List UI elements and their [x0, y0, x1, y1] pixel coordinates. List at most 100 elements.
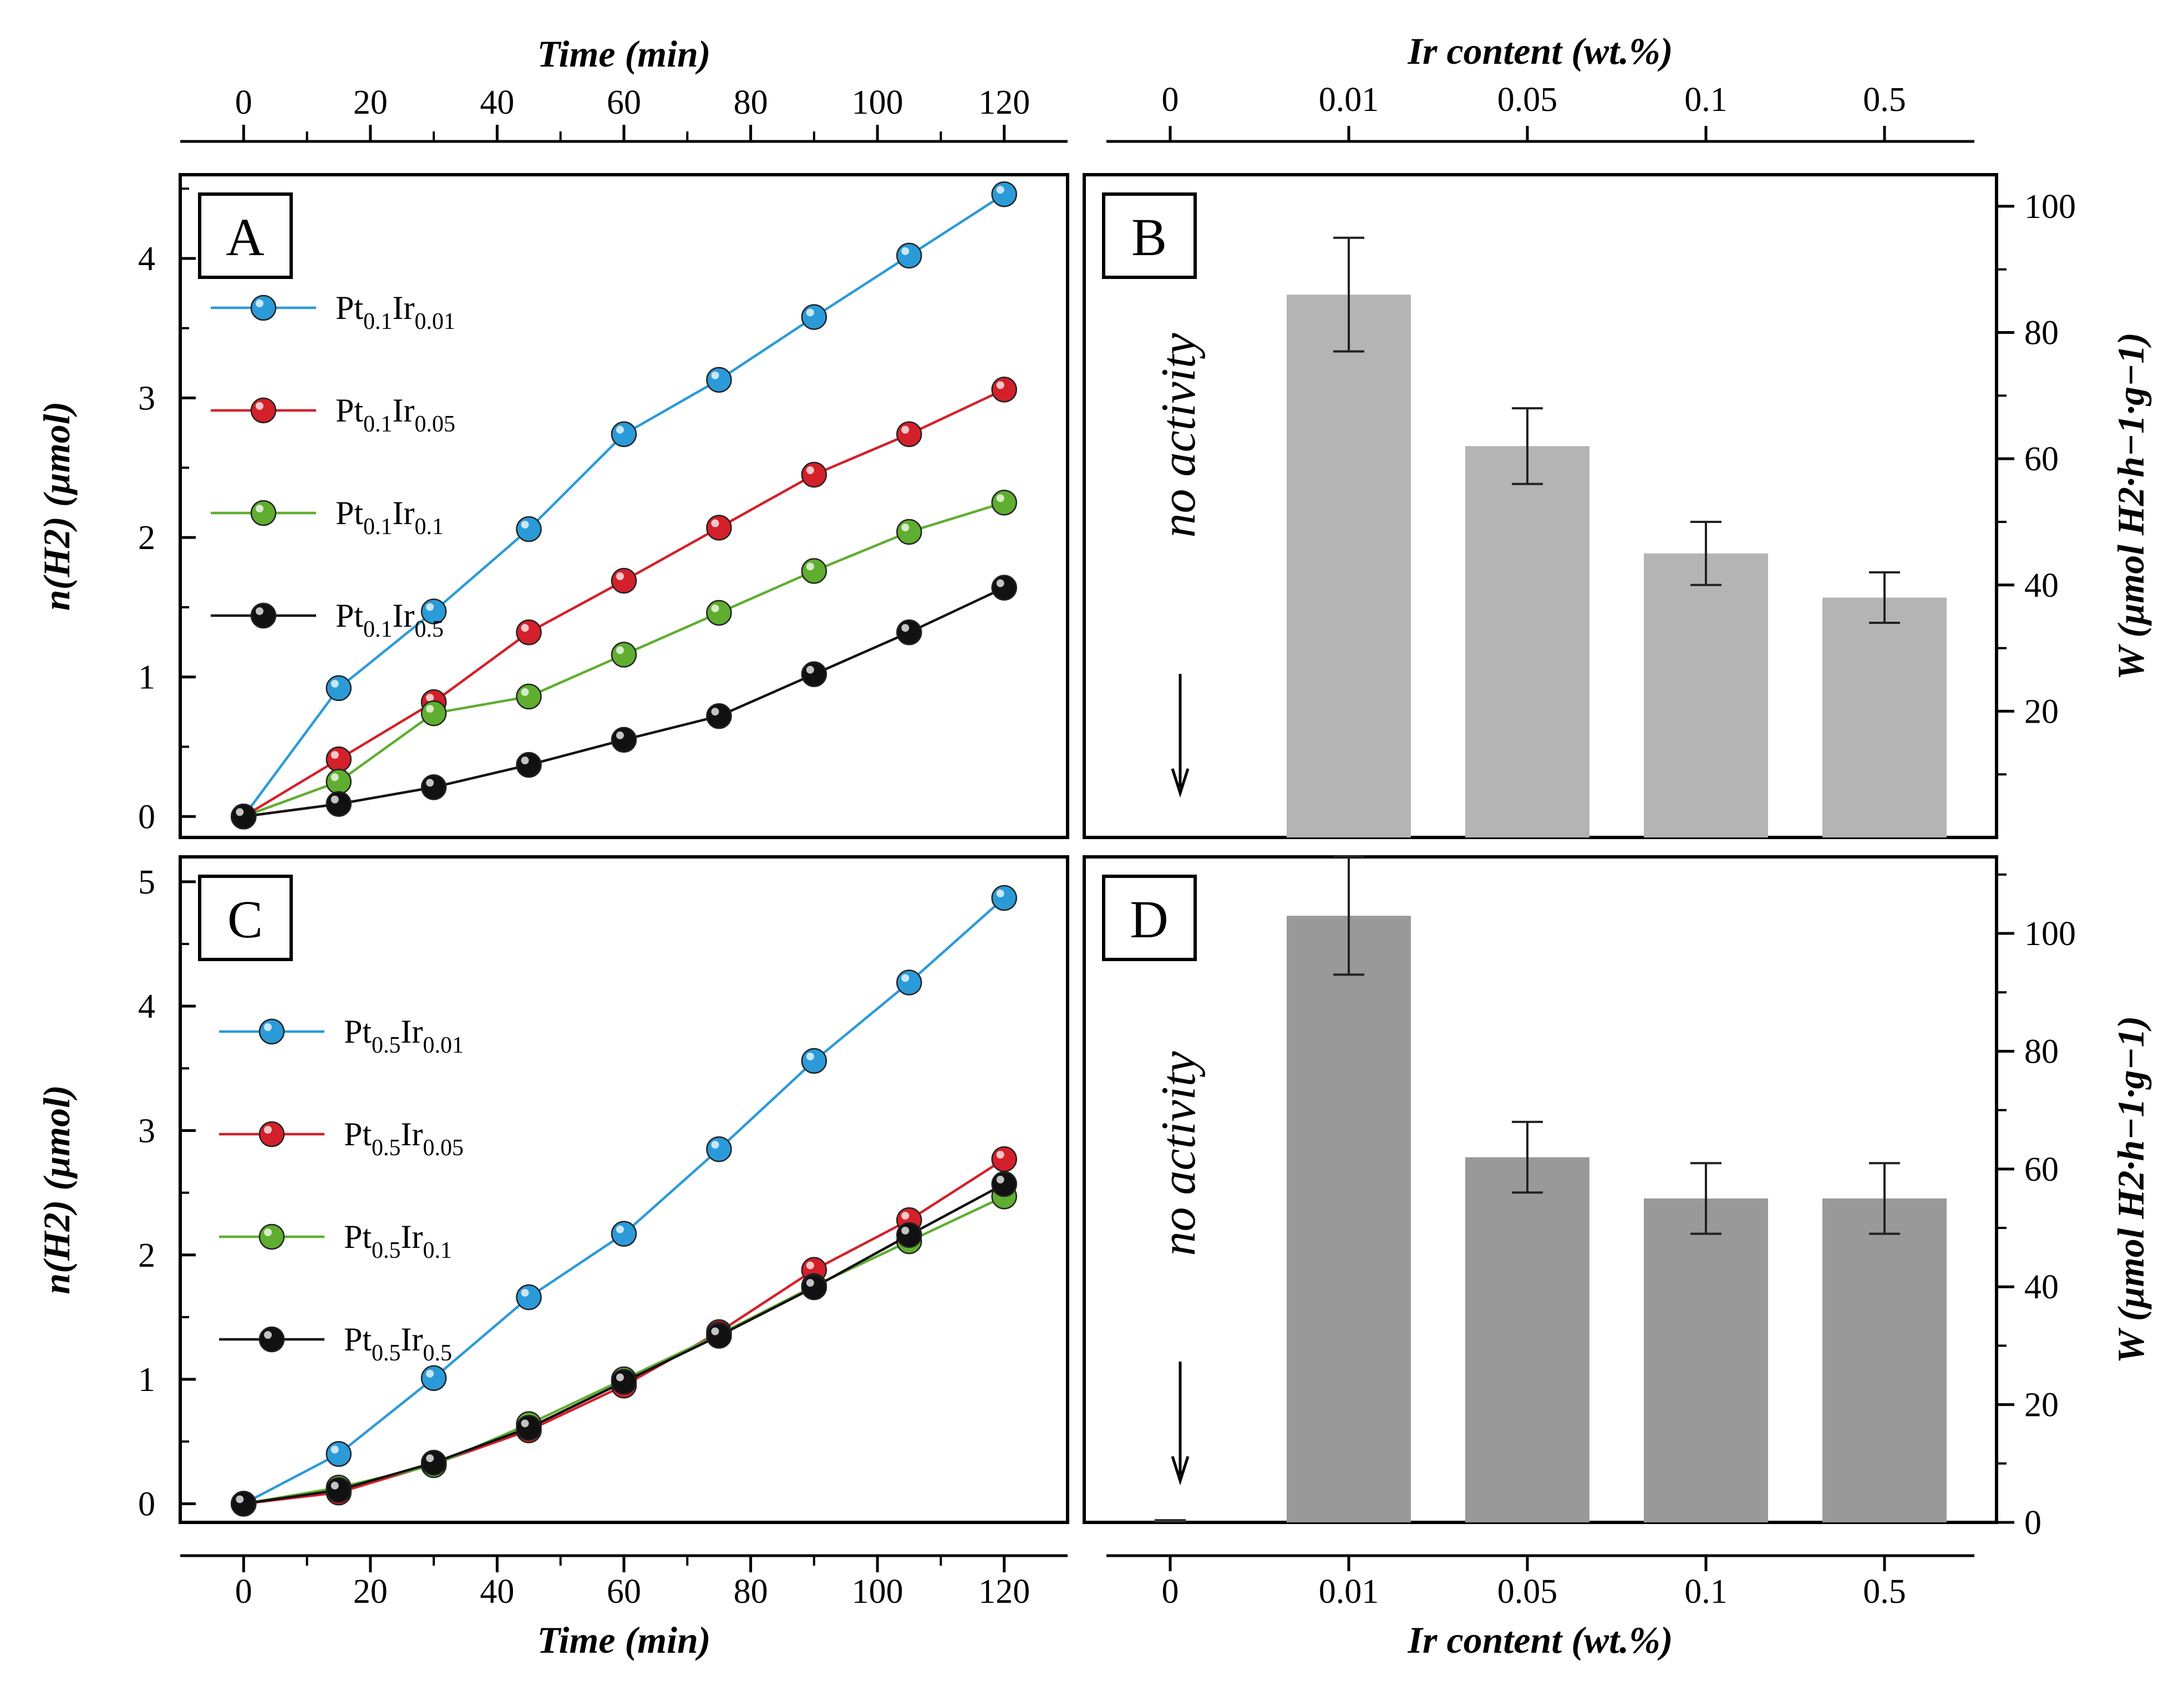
legend-label-sub1: 0.1	[363, 309, 393, 334]
data-point	[611, 727, 637, 753]
data-point	[611, 1369, 637, 1395]
legend-marker	[258, 1326, 285, 1353]
legend-marker-highlight	[256, 505, 263, 512]
legend-marker	[250, 294, 277, 321]
y-tick-label: 3	[138, 1112, 155, 1150]
data-point-highlight	[236, 1495, 244, 1504]
data-point-highlight	[901, 247, 910, 255]
data-point	[516, 619, 542, 646]
y-tick-label: 60	[2024, 1151, 2059, 1189]
x-tick-label: 0.1	[1684, 1573, 1728, 1611]
y-tick-label: 2	[138, 1237, 155, 1274]
data-point	[611, 567, 637, 594]
series-line	[243, 897, 1005, 1505]
plot-frame	[179, 855, 1069, 1524]
y-tick-label: 40	[2024, 1268, 2059, 1306]
data-point-highlight	[331, 795, 339, 804]
data-point	[516, 516, 542, 542]
legend-label-sub1: 0.1	[363, 514, 393, 540]
legend-label-pt: Pt	[344, 1218, 372, 1255]
x-tick-label: 0.01	[1319, 81, 1379, 119]
x-axis-title: Time (min)	[537, 1619, 711, 1661]
data-point-highlight	[616, 731, 624, 739]
bar	[1644, 553, 1768, 837]
x-tick-label: 80	[734, 1573, 768, 1611]
y-tick-label: 40	[2024, 567, 2059, 605]
legend-label-ir: Ir	[393, 495, 415, 531]
panel-letter-box	[198, 875, 293, 961]
legend-label: Pt0.1Ir0.01	[336, 290, 455, 334]
bar	[1822, 597, 1947, 837]
y-tick-label: 0	[138, 798, 155, 836]
legend-label-pt: Pt	[336, 392, 363, 429]
data-point-highlight	[616, 425, 624, 434]
data-point	[420, 1450, 447, 1476]
x-tick-label: 0.1	[1684, 81, 1728, 119]
legend-label-sub2: 0.05	[423, 1135, 464, 1161]
data-point	[801, 1048, 827, 1074]
legend-label: Pt0.5Ir0.05	[344, 1116, 464, 1161]
y-tick-label: 0	[138, 1485, 155, 1523]
data-point	[896, 969, 922, 996]
y-tick-label: 80	[2024, 1033, 2059, 1070]
bar	[1287, 916, 1411, 1522]
data-point	[231, 804, 257, 830]
data-point-highlight	[901, 1211, 910, 1220]
data-point-highlight	[521, 688, 529, 696]
legend-label-sub2: 0.1	[423, 1238, 453, 1263]
data-point	[516, 1415, 542, 1441]
data-point	[706, 515, 732, 541]
data-point	[991, 575, 1017, 601]
data-point-highlight	[996, 1151, 1004, 1159]
y-tick-label: 80	[2024, 314, 2059, 352]
y-axis-title: W (µmol H2·h−1·g−1)	[2110, 1016, 2152, 1364]
y-tick-label: 3	[138, 380, 155, 418]
data-point-highlight	[426, 779, 434, 787]
x-tick-label: 100	[852, 1573, 903, 1611]
data-point	[706, 1136, 732, 1162]
legend-label-sub1: 0.1	[363, 412, 393, 437]
data-point	[801, 1274, 827, 1301]
legend-marker	[250, 500, 277, 526]
data-point-highlight	[996, 890, 1004, 898]
x-tick-label: 120	[978, 1573, 1030, 1611]
data-point-highlight	[711, 519, 719, 527]
data-point	[991, 181, 1017, 207]
data-point-highlight	[331, 751, 339, 759]
data-point-highlight	[996, 494, 1004, 502]
legend-marker	[258, 1018, 285, 1045]
data-point-highlight	[901, 524, 910, 532]
data-point-highlight	[426, 705, 434, 713]
data-point-highlight	[806, 1261, 814, 1269]
legend-marker-highlight	[264, 1228, 272, 1236]
data-point-highlight	[901, 425, 910, 434]
legend-label-pt: Pt	[336, 495, 363, 531]
x-axis-title: Ir content (wt.%)	[1408, 30, 1673, 72]
x-tick-label: 120	[978, 84, 1030, 121]
data-point	[801, 461, 827, 488]
data-point	[611, 642, 637, 668]
x-tick-label: 0.01	[1319, 1573, 1379, 1611]
annotation-arrowhead	[1171, 768, 1190, 798]
data-point-highlight	[426, 603, 434, 611]
data-point	[326, 1477, 352, 1503]
legend-label-sub1: 0.5	[372, 1033, 401, 1058]
data-point-highlight	[236, 808, 244, 816]
legend-label-ir: Ir	[401, 1116, 423, 1152]
data-point-highlight	[711, 1327, 719, 1335]
legend-label-ir: Ir	[401, 1013, 423, 1050]
data-point-highlight	[996, 579, 1004, 587]
panel-b: 20 40 60 80 100 0 0.01 0.05 0.1 0.5 Bno activity W …	[1083, 30, 2152, 839]
legend-marker	[250, 397, 277, 424]
bar	[1644, 1198, 1768, 1522]
y-axis-title: n(H2) (µmol)	[35, 402, 78, 611]
legend-label: Pt0.5Ir0.01	[344, 1013, 464, 1058]
data-point	[516, 1284, 542, 1311]
panel-letter: A	[226, 207, 264, 267]
panel-d: 0 20 40 60 80 100 0 0.01 0.05 0.1 0.5 Dno activity W…	[1083, 855, 2152, 1661]
legend-label: Pt0.1Ir0.1	[336, 495, 444, 540]
data-point-highlight	[806, 1052, 814, 1060]
legend-label-sub2: 0.05	[415, 412, 456, 437]
x-tick-label: 40	[480, 1573, 514, 1611]
legend-marker-highlight	[256, 607, 263, 615]
